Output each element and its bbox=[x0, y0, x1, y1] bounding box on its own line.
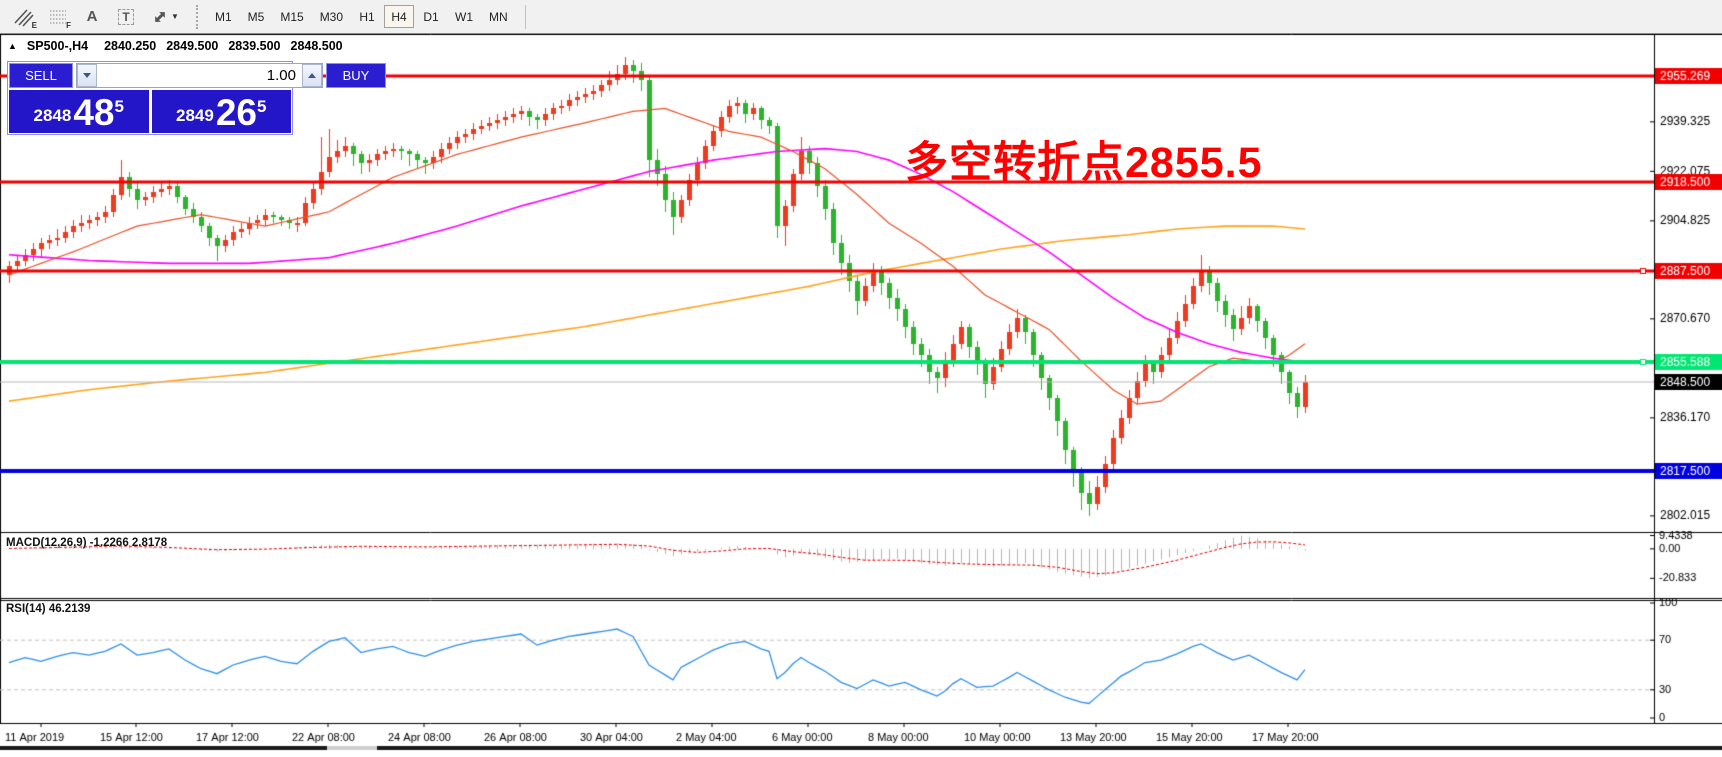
timeframe-button-D1[interactable]: D1 bbox=[423, 9, 439, 24]
timeframe-button-H1[interactable]: H1 bbox=[359, 9, 375, 24]
buy-price-sup: 5 bbox=[257, 97, 267, 116]
dropdown-caret-icon: ▼ bbox=[171, 12, 179, 21]
ohlc-open-value: 2840.250 bbox=[104, 39, 157, 53]
volume-increase-button[interactable] bbox=[302, 64, 322, 87]
sell-price-button[interactable]: 2848 48 5 bbox=[9, 90, 149, 133]
chart-annotation-text: 多空转折点2855.5 bbox=[905, 139, 1263, 187]
text-tool-icon[interactable]: A bbox=[86, 8, 98, 25]
ohlc-low-value: 2839.500 bbox=[228, 39, 281, 53]
volume-input[interactable] bbox=[97, 64, 302, 87]
toolbar-grip bbox=[196, 4, 198, 29]
sell-price-sup: 5 bbox=[114, 97, 124, 116]
rsi-indicator-label: RSI(14) 46.2139 bbox=[6, 603, 91, 615]
ohlc-close-value: 2848.500 bbox=[290, 39, 343, 53]
volume-spinner bbox=[76, 63, 323, 88]
buy-price-main: 2849 bbox=[176, 106, 214, 125]
toolbar-separator bbox=[524, 4, 526, 29]
symbol-period-label: SP500-,H4 bbox=[26, 39, 89, 53]
timeframe-button-W1[interactable]: W1 bbox=[455, 9, 474, 24]
volume-decrease-button[interactable] bbox=[77, 64, 97, 87]
timeframe-button-M1[interactable]: M1 bbox=[215, 9, 232, 24]
arrows-tool-icon[interactable]: ▼ bbox=[146, 4, 184, 30]
equidistant-channel-tool-icon[interactable]: E bbox=[10, 4, 38, 30]
timeframe-button-MN[interactable]: MN bbox=[489, 9, 508, 24]
buy-button[interactable]: BUY bbox=[326, 63, 386, 88]
price-chart-canvas[interactable] bbox=[0, 34, 1722, 757]
timeframe-button-H4[interactable]: H4 bbox=[384, 5, 415, 28]
fibonacci-tool-icon[interactable]: F bbox=[50, 10, 71, 30]
buy-price-button[interactable]: 2849 26 5 bbox=[151, 90, 291, 133]
collapse-panel-arrow-icon[interactable]: ▲ bbox=[8, 41, 17, 51]
sell-price-main: 2848 bbox=[33, 106, 72, 125]
triangle-down-icon bbox=[83, 73, 91, 78]
timeframe-button-M15[interactable]: M15 bbox=[280, 9, 304, 24]
timeframe-button-M30[interactable]: M30 bbox=[319, 9, 344, 24]
buy-price-big: 26 bbox=[215, 92, 257, 133]
sell-price-big: 48 bbox=[73, 92, 115, 133]
triangle-up-icon bbox=[308, 73, 316, 78]
timeframe-button-M5[interactable]: M5 bbox=[247, 9, 265, 24]
ohlc-high-value: 2849.500 bbox=[166, 39, 219, 53]
top-toolbar: E F A T ▼ M1 M5 M15 M30 H1 H4 D1 W1 MN bbox=[0, 0, 1722, 34]
chart-header: ▲ SP500-,H4 2840.250 2849.500 2839.500 2… bbox=[8, 39, 343, 53]
sell-button[interactable]: SELL bbox=[9, 63, 73, 88]
text-label-tool-icon[interactable]: T bbox=[112, 4, 140, 30]
macd-indicator-label: MACD(12,26,9) -1.2266 2.8178 bbox=[6, 537, 168, 549]
timeframe-button-group: M1 M5 M15 M30 H1 H4 D1 W1 MN bbox=[208, 5, 517, 28]
chart-window: ▲ SP500-,H4 2840.250 2849.500 2839.500 2… bbox=[0, 34, 1722, 757]
